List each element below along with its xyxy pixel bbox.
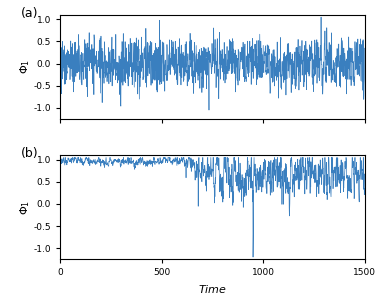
Text: (b): (b): [21, 147, 38, 160]
Text: (a): (a): [21, 7, 38, 20]
Y-axis label: $\Phi_1$: $\Phi_1$: [18, 59, 32, 74]
Y-axis label: $\Phi_1$: $\Phi_1$: [18, 200, 32, 215]
X-axis label: $\mathit{Time}$: $\mathit{Time}$: [198, 283, 227, 295]
